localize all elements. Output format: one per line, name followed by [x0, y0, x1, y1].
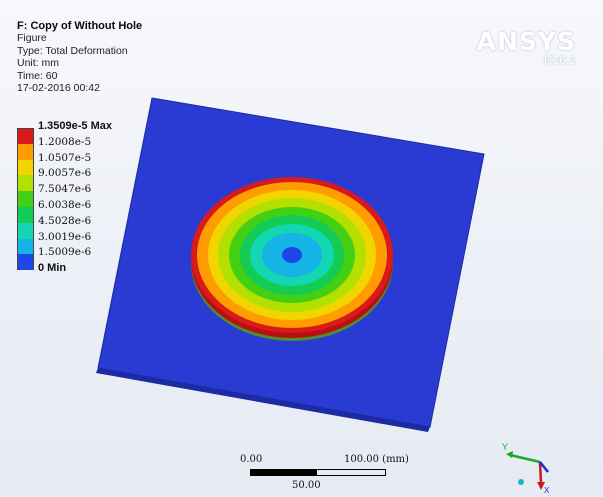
- legend-swatch: [17, 254, 34, 271]
- result-figure-label: Figure: [17, 32, 47, 45]
- legend-label: 9.0057e-6: [38, 167, 92, 180]
- legend-label-min: 0 Min: [38, 262, 67, 275]
- result-info: F: Copy of Without Hole Figure Type: Tot…: [17, 20, 142, 94]
- axis-triad[interactable]: Y X: [496, 438, 556, 494]
- scale-start-label: 0.00: [240, 454, 263, 465]
- scale-end-label: 100.00 (mm): [344, 454, 409, 465]
- result-time: Time: 60: [17, 69, 58, 82]
- legend-swatch: [17, 191, 34, 207]
- ansys-logo: ANSYS R16.2: [476, 27, 576, 68]
- legend-label: 6.0038e-6: [38, 198, 92, 211]
- legend-swatch: [17, 175, 34, 192]
- legend-swatch: [17, 206, 34, 223]
- legend-label: 7.5047e-6: [38, 183, 92, 196]
- scale-bar-graphic: [250, 469, 386, 476]
- legend-swatch: [17, 159, 34, 176]
- legend-label: 1.0507e-5: [38, 151, 92, 164]
- result-datetime: 17-02-2016 00:42: [17, 82, 100, 95]
- legend-label: 3.0019e-6: [38, 230, 92, 243]
- ansys-brand: ANSYS: [476, 27, 576, 56]
- legend-swatch: [17, 238, 34, 255]
- legend-label-max: 1.3509e-5 Max: [38, 120, 112, 132]
- legend-swatch: [17, 222, 34, 239]
- plate-side: [96, 368, 430, 432]
- triad-x-label: X: [544, 486, 550, 494]
- legend-swatch: [17, 143, 34, 160]
- legend-label: 1.2008e-5: [38, 135, 92, 148]
- legend-label: 1.5009e-6: [38, 246, 92, 259]
- contour-center-min: [282, 247, 302, 263]
- triad-y-label: Y: [502, 442, 508, 452]
- ansys-version: R16.2: [543, 53, 576, 67]
- legend-label: 4.5028e-6: [38, 214, 92, 227]
- legend-swatch: [17, 128, 34, 145]
- result-title: F: Copy of Without Hole: [17, 20, 143, 32]
- result-type: Type: Total Deformation: [17, 44, 128, 57]
- result-unit: Unit: mm: [17, 57, 59, 70]
- scale-mid-label: 50.00: [292, 480, 321, 491]
